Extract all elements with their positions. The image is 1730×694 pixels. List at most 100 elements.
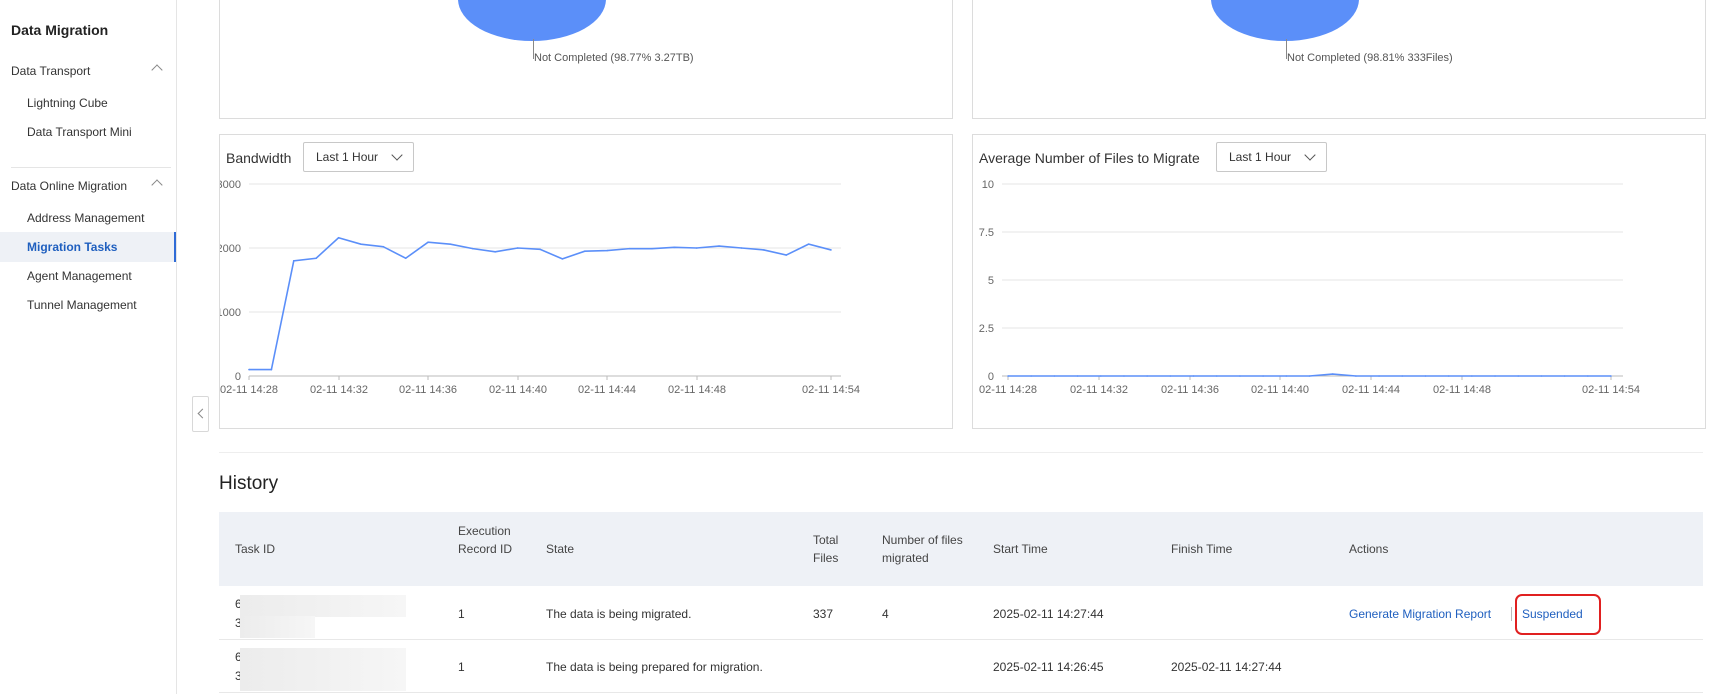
task-id-prefix: 6 — [235, 650, 242, 664]
files-pie-panel: Not Completed (98.81% 333Files) — [972, 0, 1706, 119]
pie-slice-not-completed — [1211, 0, 1359, 41]
data-point — [1355, 375, 1357, 377]
data-point — [1494, 375, 1496, 377]
series-line — [249, 236, 832, 371]
table-row: 6 3 1 The data is being migrated. 337 4 … — [219, 587, 1703, 640]
redacted-task-id — [240, 595, 406, 617]
pie-caption: Not Completed (98.81% 333Files) — [1287, 52, 1453, 64]
task-id-line2: 3 — [235, 616, 242, 630]
sidebar-title: Data Migration — [11, 22, 109, 38]
data-point — [785, 254, 788, 256]
pie-leader-line — [1286, 39, 1287, 59]
data-point — [1285, 375, 1288, 377]
data-point — [494, 251, 497, 253]
data-point — [248, 368, 250, 371]
data-point — [1471, 375, 1473, 377]
files-panel: Average Number of Files to Migrate Last … — [972, 134, 1706, 429]
data-point — [360, 243, 362, 245]
data-point — [651, 247, 653, 250]
data-point — [382, 245, 385, 248]
data-point — [830, 249, 832, 251]
total-files: 337 — [813, 607, 834, 621]
sidebar-item-migration-tasks[interactable]: Migration Tasks — [0, 232, 176, 262]
y-tick-label: 5 — [988, 275, 994, 287]
data-point — [763, 249, 765, 251]
sidebar-item-data-transport-mini[interactable]: Data Transport Mini — [27, 125, 132, 139]
th-execution-record-id: Execution Record ID — [458, 524, 513, 556]
bandwidth-line-chart: 3000 2000 1000 002-11 14:28 02-11 14:32 02-11… — [220, 179, 860, 396]
chevron-up-icon — [151, 179, 163, 191]
data-point — [516, 247, 519, 249]
x-tick-label: 02-11 14:40 — [489, 384, 547, 396]
y-tick-label: 10 — [982, 179, 994, 191]
sidebar-item-lightning-cube[interactable]: Lightning Cube — [27, 96, 108, 110]
time-range-select[interactable]: Last 1 Hour — [1216, 142, 1327, 172]
y-tick-label: 2.5 — [979, 323, 994, 335]
x-tick-label: 02-11 14:54 — [802, 384, 860, 396]
sidebar-item-tunnel-management[interactable]: Tunnel Management — [27, 298, 137, 312]
start-time: 2025-02-11 14:26:45 — [993, 660, 1104, 674]
data-point — [315, 257, 317, 260]
data-point — [1587, 375, 1589, 377]
x-tick-label: 02-11 14:36 — [399, 384, 457, 396]
sidebar-divider — [11, 167, 171, 168]
th-actions: Actions — [1349, 542, 1389, 556]
data-point — [1076, 375, 1079, 377]
data-point — [606, 249, 608, 252]
state: The data is being prepared for migration… — [546, 660, 763, 674]
execution-record-id: 1 — [458, 660, 465, 674]
files-migrated: 4 — [882, 607, 889, 621]
select-value: Last 1 Hour — [1229, 150, 1292, 164]
highlight-box — [1515, 594, 1601, 635]
sidebar-item-address-management[interactable]: Address Management — [27, 211, 145, 225]
y-tick-label: 7.5 — [979, 227, 994, 239]
sidebar-collapse-button[interactable] — [192, 396, 209, 432]
th-finish-time: Finish Time — [1171, 542, 1233, 556]
files-pie-chart — [1211, 0, 1359, 41]
time-range-select[interactable]: Last 1 Hour — [303, 142, 414, 172]
data-point — [427, 241, 429, 244]
suspended-link[interactable]: Suspended — [1522, 607, 1583, 621]
data-point — [1007, 375, 1009, 377]
data-point — [1123, 375, 1125, 377]
generate-migration-report-link[interactable]: Generate Migration Report — [1349, 607, 1492, 621]
x-tick-label: 02-11 14:28 — [979, 384, 1037, 396]
data-point — [1540, 375, 1543, 377]
x-tick-label: 02-11 14:28 — [220, 384, 278, 396]
sidebar-group-data-online-migration[interactable]: Data Online Migration — [11, 179, 171, 193]
table-header: Task ID Execution Record ID State Total … — [219, 512, 1703, 586]
section-divider — [219, 452, 1703, 453]
data-point — [673, 246, 676, 249]
th-task-id: Task ID — [235, 542, 276, 556]
select-value: Last 1 Hour — [316, 150, 379, 164]
data-point — [337, 236, 340, 239]
x-tick-label: 02-11 14:32 — [1070, 384, 1128, 396]
data-point — [561, 258, 564, 260]
th-files-migrated: Number of files migrated — [882, 533, 963, 565]
sidebar-group-data-transport[interactable]: Data Transport — [11, 64, 171, 78]
data-point — [1610, 375, 1612, 377]
data-point — [404, 257, 407, 260]
data-point — [1099, 375, 1102, 377]
execution-record-id: 1 — [458, 607, 465, 621]
redacted-task-id — [240, 669, 406, 691]
action-separator — [1511, 607, 1512, 621]
data-point — [628, 247, 631, 250]
chevron-left-icon — [197, 408, 208, 419]
data-point — [1378, 375, 1380, 377]
x-tick-label: 02-11 14:36 — [1161, 384, 1219, 396]
sidebar-item-agent-management[interactable]: Agent Management — [27, 269, 132, 283]
data-point — [1308, 375, 1311, 377]
sidebar: Data Migration Data Transport Lightning … — [0, 0, 177, 694]
table-row: 6 3 1 The data is being prepared for mig… — [219, 640, 1703, 693]
pie-caption: Not Completed (98.77% 3.27TB) — [534, 52, 694, 64]
data-point — [1401, 375, 1404, 377]
pie-slice-not-completed — [458, 0, 606, 41]
data-point — [1169, 375, 1172, 377]
data-point — [472, 247, 474, 250]
pie-leader-line — [533, 39, 534, 59]
sidebar-group-label: Data Transport — [11, 64, 91, 78]
data-point — [1030, 375, 1032, 377]
data-point — [1192, 375, 1195, 377]
data-pie-panel: Not Completed (98.77% 3.27TB) — [219, 0, 953, 119]
